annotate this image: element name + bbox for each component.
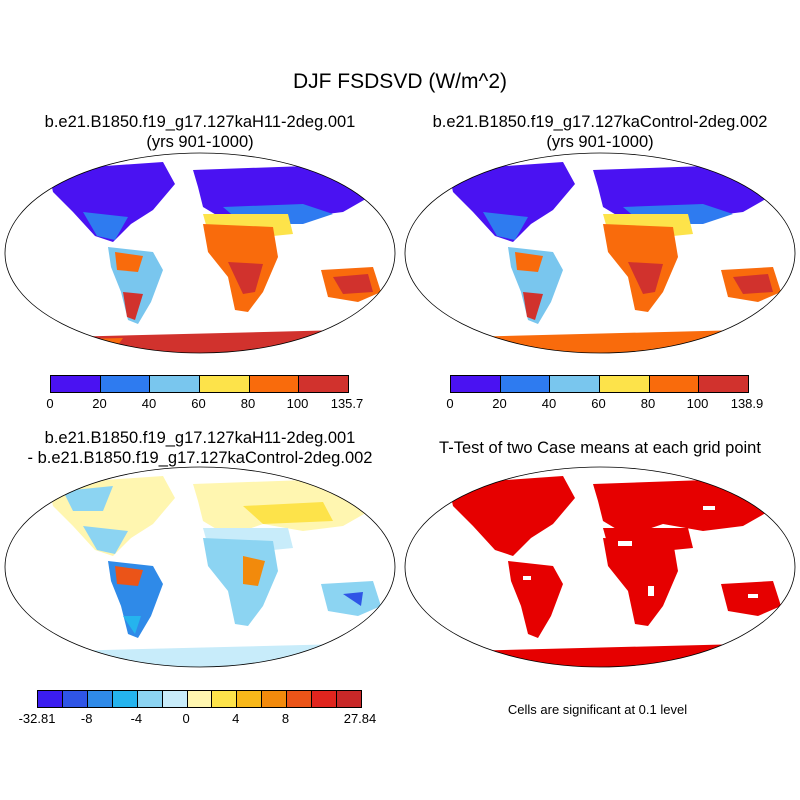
- diff-colorbar-swatch: [187, 691, 213, 707]
- case-title-line1: b.e21.B1850.f19_g17.127kaH11-2deg.001: [44, 113, 356, 131]
- diff-colorbar-swatch: [162, 691, 188, 707]
- antarctica: [423, 644, 783, 667]
- case-map: [4, 152, 396, 354]
- control-colorbar-tick-label: 138.9: [730, 396, 764, 411]
- case-colorbar-tick-label: 100: [286, 396, 309, 411]
- ttest-panel-title: T-Test of two Case means at each grid po…: [400, 438, 800, 458]
- diff-colorbar-swatch: [137, 691, 163, 707]
- north-america: [448, 476, 575, 556]
- africa: [603, 538, 678, 626]
- case-colorbar-swatch: [249, 376, 300, 392]
- control-colorbar-swatch: [550, 376, 601, 392]
- ttest-map: [404, 466, 796, 668]
- case-colorbar-tick-label: 20: [92, 396, 107, 411]
- diff-colorbar: [37, 690, 362, 708]
- control-colorbar-tick-label: 40: [541, 396, 557, 411]
- control-colorbar-tick-label: 100: [686, 396, 709, 411]
- north-america-south: [83, 212, 128, 240]
- control-colorbar-swatch: [600, 376, 650, 392]
- diff-colorbar-swatch: [87, 691, 113, 707]
- case-title-line2: (yrs 901-1000): [146, 133, 254, 151]
- diff-colorbar-tick-label: 4: [232, 711, 240, 726]
- case-colorbar-tick-label: 60: [191, 396, 206, 411]
- diff-colorbar-swatch: [337, 691, 361, 707]
- significance-note: Cells are significant at 0.1 level: [507, 702, 688, 717]
- south-america: [508, 561, 563, 638]
- case-colorbar-swatch: [150, 376, 201, 392]
- control-title-line2: (yrs 901-1000): [546, 133, 654, 151]
- control-colorbar-tick-label: 0: [446, 396, 454, 411]
- diff-colorbar-tick-label: -8: [80, 711, 93, 726]
- case-colorbar-tick-label: 40: [141, 396, 157, 411]
- control-colorbar-swatch: [451, 376, 501, 392]
- control-colorbar-tick-label: 60: [591, 396, 606, 411]
- control-panel-title: b.e21.B1850.f19_g17.127kaControl-2deg.00…: [400, 112, 800, 152]
- case-panel-title: b.e21.B1850.f19_g17.127kaH11-2deg.001 (y…: [0, 112, 400, 152]
- antarctica: [423, 330, 783, 353]
- antarctica: [23, 330, 383, 353]
- control-colorbar: [450, 375, 749, 393]
- diff-colorbar-swatch: [287, 691, 313, 707]
- diff-colorbar-tick-label: -4: [130, 711, 143, 726]
- case-colorbar-swatch: [100, 376, 151, 392]
- north-america: [48, 162, 175, 242]
- diff-colorbar-swatch: [212, 691, 238, 707]
- north-america: [448, 162, 575, 242]
- diff-map: [4, 466, 396, 668]
- case-colorbar-swatch: [51, 376, 101, 392]
- control-colorbar-swatch: [699, 376, 749, 392]
- case-colorbar-tick-label: 80: [240, 396, 256, 411]
- case-colorbar: [50, 375, 349, 393]
- case-colorbar-swatch: [200, 376, 250, 392]
- antarctica: [23, 644, 383, 667]
- diff-colorbar-swatch: [237, 691, 263, 707]
- control-colorbar-swatch: [500, 376, 551, 392]
- case-colorbar-swatch: [299, 376, 349, 392]
- diff-colorbar-swatch: [38, 691, 63, 707]
- australia: [721, 581, 781, 616]
- diff-colorbar-swatch: [262, 691, 288, 707]
- diff-colorbar-tick-label: 0: [182, 711, 190, 726]
- diff-title-line2: - b.e21.B1850.f19_g17.127kaControl-2deg.…: [27, 449, 373, 467]
- diff-colorbar-swatch: [112, 691, 138, 707]
- diff-panel-title: b.e21.B1850.f19_g17.127kaH11-2deg.001 - …: [0, 428, 400, 468]
- diff-colorbar-tick-label: 8: [281, 711, 290, 726]
- figure-title: DJF FSDSVD (W/m^2): [292, 70, 507, 93]
- control-map: [404, 152, 796, 354]
- control-title-line1: b.e21.B1850.f19_g17.127kaControl-2deg.00…: [432, 113, 768, 131]
- diff-colorbar-swatch: [62, 691, 88, 707]
- diff-title-line1: b.e21.B1850.f19_g17.127kaH11-2deg.001: [44, 429, 356, 447]
- control-colorbar-swatch: [649, 376, 700, 392]
- diff-colorbar-tick-label: -32.81: [18, 711, 56, 726]
- control-colorbar-tick-label: 80: [640, 396, 656, 411]
- case-colorbar-tick-label: 0: [46, 396, 54, 411]
- diff-colorbar-tick-label: 27.84: [343, 711, 377, 726]
- control-colorbar-tick-label: 20: [492, 396, 507, 411]
- case-colorbar-tick-label: 135.7: [330, 396, 364, 411]
- ttest-title-line1: T-Test of two Case means at each grid po…: [439, 439, 761, 457]
- diff-colorbar-swatch: [312, 691, 338, 707]
